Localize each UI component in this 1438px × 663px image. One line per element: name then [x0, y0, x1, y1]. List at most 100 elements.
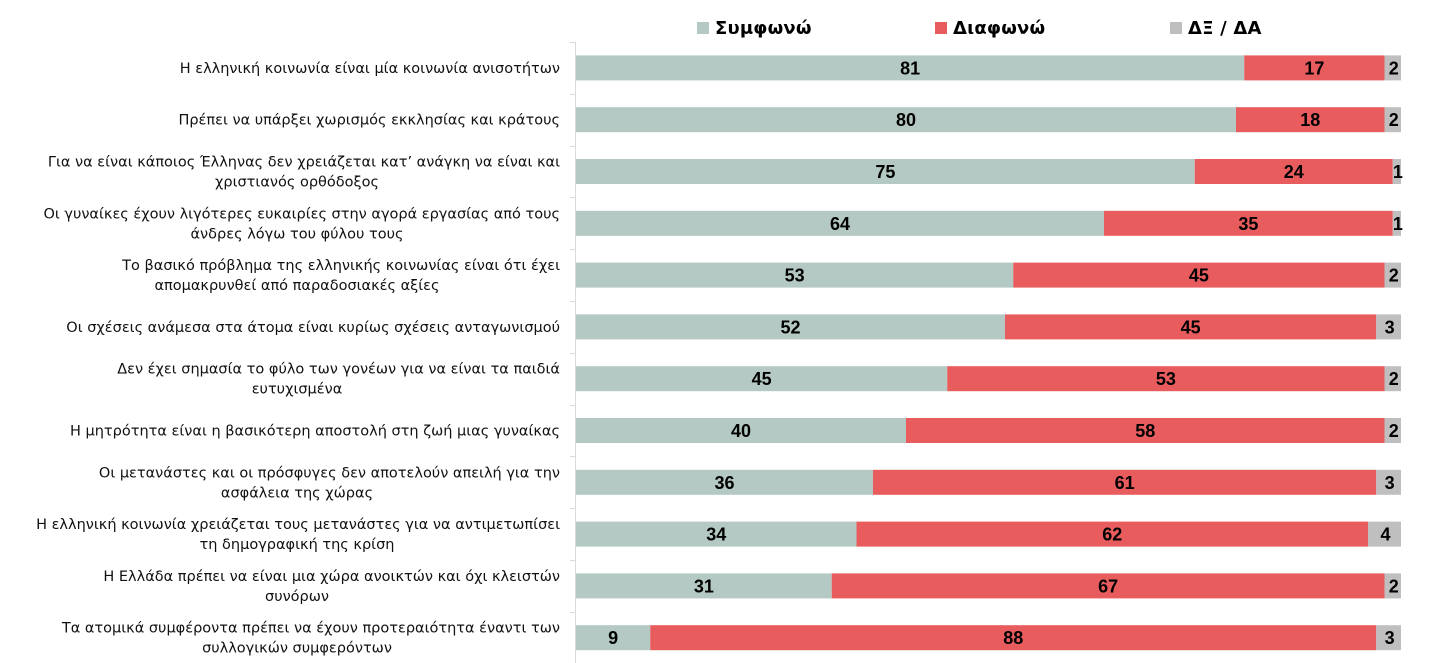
- bars: [576, 55, 1401, 651]
- legend-label-agree: Συμφωνώ: [715, 17, 812, 39]
- value-label-agree: 53: [785, 266, 805, 286]
- bar-segment-disagree: [947, 366, 1385, 392]
- value-label-agree: 52: [780, 317, 800, 337]
- value-label-disagree: 18: [1300, 110, 1320, 130]
- category-label-line: Οι μετανάστες και οι πρόσφυγες δεν αποτε…: [99, 465, 560, 481]
- category-label-line: Η ελληνική κοινωνία είναι μία κοινωνία α…: [180, 61, 560, 77]
- chart-legend: Συμφωνώ Διαφωνώ ΔΞ / ΔΑ: [0, 14, 1438, 42]
- value-label-dont-know: 1: [1393, 214, 1403, 234]
- category-label-line: άνδρες λόγω του φύλου τους: [191, 226, 404, 242]
- bar-segment-agree: [576, 625, 651, 651]
- value-label-dont-know: 1: [1393, 162, 1403, 182]
- category-label-line: Πρέπει να υπάρξει χωρισμός εκκλησίας και…: [178, 113, 560, 129]
- bar-segment-dont-know: [1384, 55, 1401, 81]
- bar-segment-disagree: [873, 469, 1377, 495]
- category-label-line: Η Ελλάδα πρέπει να είναι μια χώρα ανοικτ…: [103, 569, 560, 585]
- bar-segment-disagree: [1104, 210, 1393, 236]
- value-label-disagree: 24: [1284, 162, 1304, 182]
- bar-segment-disagree: [1236, 107, 1385, 133]
- bar-segment-agree: [576, 573, 832, 599]
- value-label-agree: 36: [714, 473, 734, 493]
- bar-segment-disagree: [1194, 159, 1393, 184]
- category-label: Η μητρότητα είναι η βασικότερη αποστολή …: [70, 424, 560, 440]
- bar-segment-disagree: [906, 418, 1385, 443]
- value-label-disagree: 88: [1003, 628, 1023, 648]
- bar-segment-disagree: [1013, 262, 1385, 288]
- legend-item-disagree: Διαφωνώ: [935, 14, 1045, 42]
- bar-segment-agree: [576, 159, 1195, 184]
- value-label-disagree: 35: [1238, 214, 1258, 234]
- value-label-disagree: 17: [1304, 58, 1324, 78]
- category-label: Το βασικό πρόβλημα της ελληνικής κοινωνί…: [121, 258, 560, 294]
- value-label-disagree: 61: [1115, 473, 1135, 493]
- bar-segment-dont-know: [1376, 314, 1401, 340]
- value-label-agree: 9: [608, 628, 618, 648]
- bar-segment-disagree: [831, 573, 1385, 599]
- bar-segment-dont-know: [1376, 469, 1401, 495]
- value-label-dont-know: 2: [1389, 369, 1399, 389]
- category-label-line: Δεν έχει σημασία το φύλο των γονέων για …: [117, 362, 560, 378]
- value-labels: 81 17 280 18 275 24 164 35 153 45 252 45 345 53 240 58 2…: [608, 58, 1403, 648]
- bar-segment-dont-know: [1392, 159, 1401, 184]
- bar-segment-dont-know: [1384, 573, 1401, 599]
- legend-swatch-agree: [697, 22, 709, 34]
- category-label-line: Οι σχέσεις ανάμεσα στα άτομα είναι κυρίω…: [66, 320, 560, 336]
- bar-segment-agree: [576, 521, 857, 547]
- bar-segment-dont-know: [1376, 625, 1401, 651]
- category-label-line: Για να είναι κάποιος Έλληνας δεν χρειάζε…: [48, 155, 560, 171]
- bar-segment-disagree: [1244, 55, 1385, 81]
- category-label-line: απομακρυνθεί από παραδοσιακές αξίες: [154, 278, 439, 294]
- value-label-disagree: 67: [1098, 576, 1118, 596]
- legend-swatch-dont-know: [1170, 22, 1182, 34]
- legend-label-dont-know: ΔΞ / ΔΑ: [1188, 17, 1262, 39]
- bar-segment-agree: [576, 314, 1005, 340]
- value-label-dont-know: 3: [1385, 628, 1395, 648]
- value-label-dont-know: 2: [1389, 421, 1399, 441]
- value-label-disagree: 45: [1181, 317, 1201, 337]
- value-label-disagree: 45: [1189, 266, 1209, 286]
- value-label-dont-know: 2: [1389, 266, 1399, 286]
- value-label-agree: 34: [706, 525, 726, 545]
- value-label-dont-know: 4: [1380, 525, 1390, 545]
- category-label: Οι σχέσεις ανάμεσα στα άτομα είναι κυρίω…: [66, 320, 560, 336]
- legend-swatch-disagree: [935, 22, 947, 34]
- category-label: Η ελληνική κοινωνία χρειάζεται τους μετα…: [36, 517, 560, 553]
- category-label-line: συλλογικών συμφερόντων: [202, 641, 392, 657]
- bar-segment-dont-know: [1384, 418, 1401, 443]
- value-label-agree: 64: [830, 214, 850, 234]
- value-label-dont-know: 3: [1385, 473, 1395, 493]
- bar-segment-agree: [576, 55, 1245, 81]
- value-label-disagree: 58: [1135, 421, 1155, 441]
- value-label-agree: 81: [900, 58, 920, 78]
- category-label-line: ευτυχισμένα: [252, 382, 343, 398]
- legend-item-dont-know: ΔΞ / ΔΑ: [1170, 14, 1262, 42]
- category-label-line: τη δημογραφική της κρίση: [200, 537, 395, 553]
- category-label: Οι γυναίκες έχουν λιγότερες ευκαιρίες στ…: [43, 206, 560, 242]
- value-label-disagree: 62: [1102, 525, 1122, 545]
- value-label-dont-know: 2: [1389, 58, 1399, 78]
- category-labels: Η ελληνική κοινωνία είναι μία κοινωνία α…: [36, 61, 560, 657]
- category-label-line: Τα ατομικά συμφέροντα πρέπει να έχουν πρ…: [61, 621, 560, 637]
- value-label-disagree: 53: [1156, 369, 1176, 389]
- value-label-agree: 80: [896, 110, 916, 130]
- category-label-line: Η μητρότητα είναι η βασικότερη αποστολή …: [70, 424, 560, 440]
- category-label: Για να είναι κάποιος Έλληνας δεν χρειάζε…: [48, 155, 560, 191]
- bar-segment-agree: [576, 418, 906, 443]
- bar-segment-dont-know: [1392, 210, 1401, 236]
- category-label-line: συνόρων: [265, 589, 329, 605]
- value-label-agree: 31: [694, 576, 714, 596]
- category-label-line: ασφάλεια της χώρας: [221, 485, 373, 501]
- bar-segment-dont-know: [1384, 366, 1401, 392]
- bar-segment-agree: [576, 366, 948, 392]
- category-label-line: Η ελληνική κοινωνία χρειάζεται τους μετα…: [36, 517, 560, 533]
- value-label-agree: 75: [875, 162, 895, 182]
- value-label-agree: 45: [752, 369, 772, 389]
- bar-segment-dont-know: [1384, 107, 1401, 133]
- category-label: Οι μετανάστες και οι πρόσφυγες δεν αποτε…: [99, 465, 560, 501]
- bar-segment-agree: [576, 469, 873, 495]
- bar-segment-disagree: [1005, 314, 1377, 340]
- bar-segment-agree: [576, 107, 1236, 133]
- legend-label-disagree: Διαφωνώ: [953, 17, 1046, 39]
- category-label: Τα ατομικά συμφέροντα πρέπει να έχουν πρ…: [61, 621, 560, 657]
